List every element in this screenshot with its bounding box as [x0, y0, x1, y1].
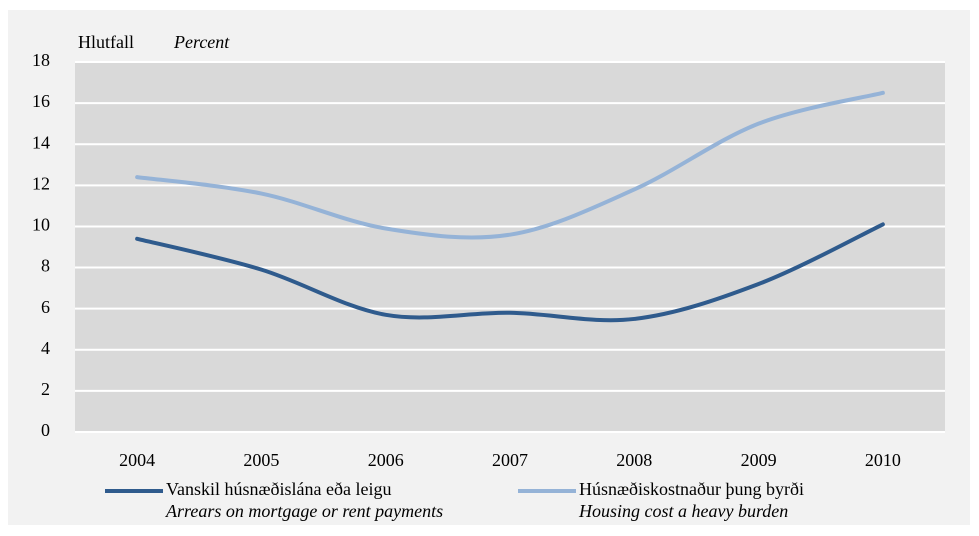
x-tick-label: 2009 [741, 450, 777, 470]
y-tick-label: 8 [41, 256, 50, 276]
x-tick-label: 2010 [865, 450, 901, 470]
x-tick-label: 2005 [243, 450, 279, 470]
x-tick-label: 2008 [616, 450, 652, 470]
legend-label: Húsnæðiskostnaður þung byrði [579, 479, 804, 499]
y-tick-label: 14 [32, 132, 50, 152]
y-axis-label: Hlutfall [78, 32, 134, 52]
y-tick-label: 18 [32, 50, 50, 70]
x-tick-label: 2007 [492, 450, 528, 470]
x-tick-label: 2004 [119, 450, 155, 470]
series-line [135, 90, 885, 240]
y-tick-label: 6 [41, 297, 50, 317]
y-tick-label: 10 [32, 215, 50, 235]
legend-label: Vanskil húsnæðislána eða leigu [166, 479, 391, 499]
legend-sublabel: Arrears on mortgage or rent payments [165, 501, 443, 521]
y-tick-label: 2 [41, 379, 50, 399]
y-tick-label: 16 [32, 91, 50, 111]
y-tick-label: 12 [32, 173, 50, 193]
series-line [135, 222, 885, 323]
plot-area [75, 62, 945, 432]
x-tick-label: 2006 [368, 450, 404, 470]
y-axis-label-en: Percent [173, 32, 230, 52]
y-tick-label: 0 [41, 420, 50, 440]
y-tick-label: 4 [41, 338, 50, 358]
legend-sublabel: Housing cost a heavy burden [578, 501, 788, 521]
